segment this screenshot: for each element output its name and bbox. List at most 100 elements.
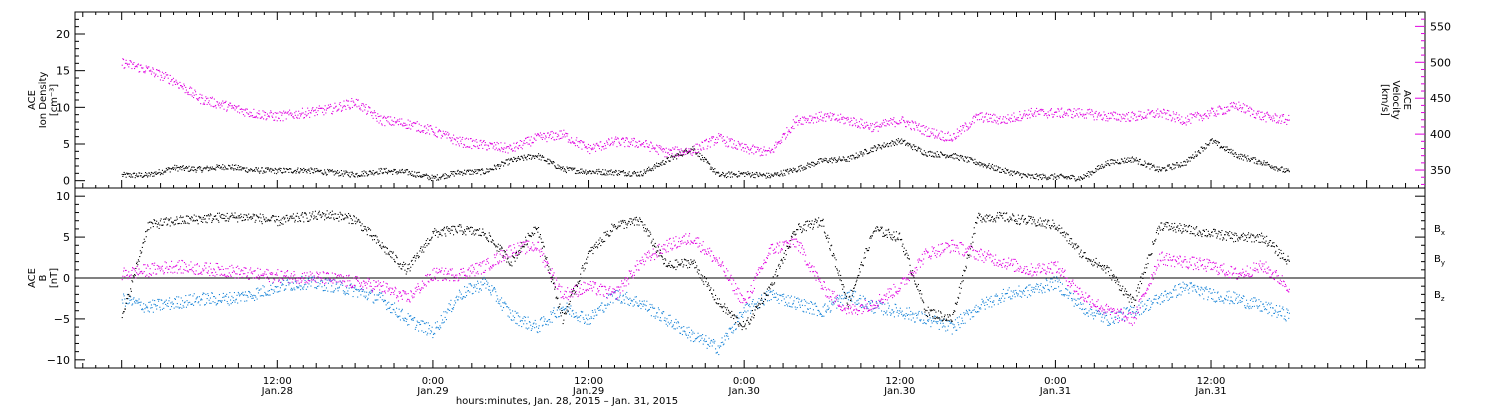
velocity-point	[1063, 114, 1065, 116]
density-point	[733, 173, 735, 175]
density-point	[510, 158, 512, 160]
by-point	[174, 298, 176, 300]
velocity-point	[1080, 114, 1082, 116]
velocity-point	[181, 86, 183, 88]
density-point	[404, 169, 406, 171]
density-point	[792, 171, 794, 173]
density-point	[486, 171, 488, 173]
velocity-point	[407, 127, 409, 129]
velocity-point	[947, 131, 949, 133]
density-point	[594, 172, 596, 174]
velocity-point	[234, 109, 236, 111]
velocity-point	[546, 141, 548, 143]
velocity-point	[1087, 109, 1089, 111]
velocity-point	[1141, 118, 1143, 120]
density-point	[377, 173, 379, 175]
velocity-point	[443, 132, 445, 134]
density-point	[1203, 147, 1205, 149]
velocity-point	[928, 127, 930, 129]
density-point	[927, 151, 929, 153]
velocity-point	[598, 145, 600, 147]
velocity-point	[445, 131, 447, 133]
density-point	[587, 172, 589, 174]
density-point	[421, 175, 423, 177]
velocity-point	[993, 113, 995, 115]
by-point	[340, 281, 342, 283]
by-point	[331, 279, 333, 281]
by-point	[367, 297, 369, 299]
density-point	[1274, 169, 1276, 171]
velocity-point	[306, 114, 308, 116]
velocity-point	[713, 136, 715, 138]
velocity-point	[434, 135, 436, 137]
velocity-point	[751, 145, 753, 147]
by-point	[630, 302, 632, 304]
velocity-point	[933, 128, 935, 130]
velocity-point	[1007, 114, 1009, 116]
density-point	[1235, 152, 1237, 154]
by-point	[697, 332, 699, 334]
velocity-point	[1184, 122, 1186, 124]
by-point	[191, 303, 193, 305]
by-point	[352, 296, 354, 298]
density-point	[1179, 165, 1181, 167]
velocity-point	[592, 148, 594, 150]
velocity-point	[554, 139, 556, 141]
density-point	[742, 172, 744, 174]
density-point	[166, 169, 168, 171]
by-point	[757, 301, 759, 303]
velocity-point	[727, 146, 729, 148]
density-point	[1189, 157, 1191, 159]
by-point	[124, 305, 126, 307]
density-point	[621, 171, 623, 173]
by-point	[804, 305, 806, 307]
velocity-point	[753, 146, 755, 148]
by-point	[941, 326, 943, 328]
by-point	[862, 295, 864, 297]
velocity-point	[189, 86, 191, 88]
density-point	[665, 161, 667, 163]
velocity-point	[701, 141, 703, 143]
velocity-point	[1195, 116, 1197, 118]
by-point	[892, 312, 894, 314]
velocity-point	[325, 112, 327, 114]
velocity-point	[532, 141, 534, 143]
density-point	[399, 171, 401, 173]
density-point	[286, 168, 288, 170]
by-point	[326, 279, 328, 281]
velocity-point	[1175, 114, 1177, 116]
by-point	[906, 307, 908, 309]
density-point	[695, 153, 697, 155]
density-point	[1013, 170, 1015, 172]
density-point	[632, 172, 634, 174]
density-point	[346, 171, 348, 173]
velocity-point	[343, 100, 345, 102]
by-point	[298, 287, 300, 289]
by-point	[919, 319, 921, 321]
velocity-point	[895, 122, 897, 124]
by-point	[508, 307, 510, 309]
by-point	[123, 293, 125, 295]
by-point	[257, 292, 259, 294]
density-point	[786, 169, 788, 171]
velocity-point	[956, 136, 958, 138]
density-point	[548, 158, 550, 160]
velocity-point	[899, 120, 901, 122]
by-point	[608, 304, 610, 306]
density-point	[750, 176, 752, 178]
density-point	[864, 148, 866, 150]
by-point	[773, 296, 775, 298]
by-point	[574, 316, 576, 318]
density-point	[276, 169, 278, 171]
density-point	[1010, 173, 1012, 175]
velocity-point	[604, 145, 606, 147]
velocity-point	[1047, 111, 1049, 113]
density-point	[1270, 166, 1272, 168]
velocity-point	[1257, 110, 1259, 112]
by-point	[656, 312, 658, 314]
density-point	[191, 166, 193, 168]
density-point	[141, 172, 143, 174]
by-point	[687, 334, 689, 336]
by-point	[905, 315, 907, 317]
velocity-point	[284, 112, 286, 114]
